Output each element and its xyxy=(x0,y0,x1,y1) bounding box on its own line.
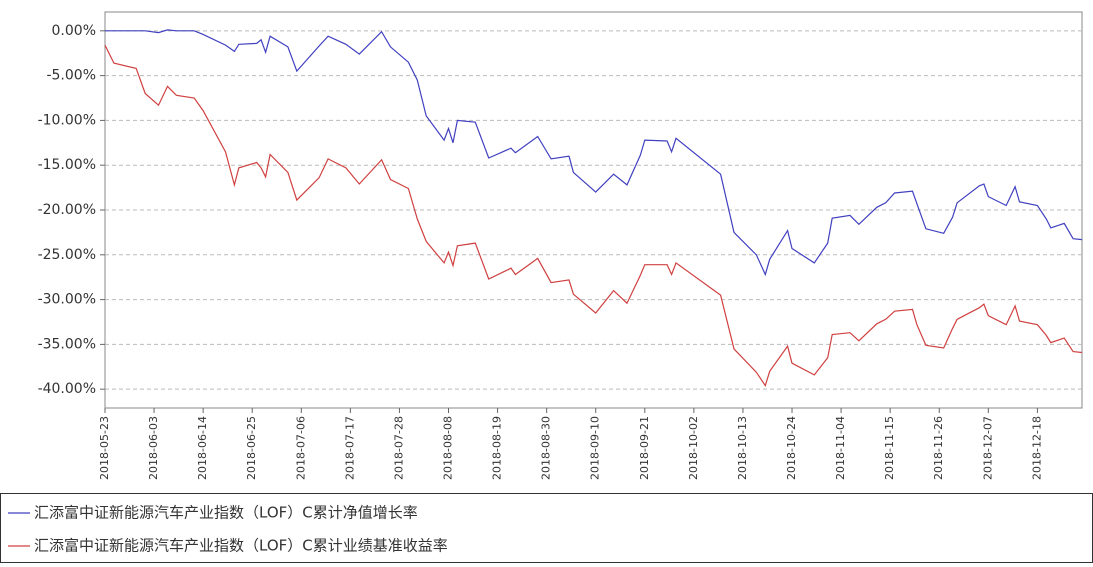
x-tick-label: 2018-09-21 xyxy=(638,416,651,480)
legend-label: 汇添富中证新能源汽车产业指数（LOF）C累计净值增长率 xyxy=(34,504,418,522)
y-tick-label: -5.00% xyxy=(46,68,96,84)
x-tick-label: 2018-05-23 xyxy=(98,416,111,480)
y-tick-label: 0.00% xyxy=(52,23,96,39)
x-tick-label: 2018-07-28 xyxy=(392,416,405,480)
y-tick-label: -40.00% xyxy=(38,381,96,397)
x-tick-label: 2018-06-03 xyxy=(147,416,160,480)
x-tick-label: 2018-12-07 xyxy=(981,416,994,480)
x-tick-label: 2018-09-10 xyxy=(589,416,602,480)
y-tick-label: -20.00% xyxy=(38,202,96,218)
y-tick-label: -25.00% xyxy=(38,247,96,263)
y-tick-label: -15.00% xyxy=(38,157,96,173)
legend-label: 汇添富中证新能源汽车产业指数（LOF）C累计业绩基准收益率 xyxy=(34,537,448,555)
x-tick-label: 2018-06-14 xyxy=(196,416,209,480)
y-tick-label: -35.00% xyxy=(38,336,96,352)
x-tick-label: 2018-10-02 xyxy=(687,416,700,480)
x-tick-label: 2018-10-13 xyxy=(736,416,749,480)
y-tick-label: -30.00% xyxy=(38,292,96,308)
x-tick-label: 2018-11-26 xyxy=(932,416,945,480)
x-tick-label: 2018-07-06 xyxy=(294,416,307,480)
x-tick-label: 2018-08-08 xyxy=(442,416,455,480)
series-line xyxy=(105,29,1083,277)
series-line xyxy=(104,44,1083,387)
x-tick-label: 2018-10-24 xyxy=(785,416,798,480)
x-tick-label: 2018-06-25 xyxy=(245,416,258,480)
x-tick-label: 2018-08-19 xyxy=(491,416,504,480)
plot-frame xyxy=(104,11,1083,409)
x-tick-label: 2018-12-18 xyxy=(1030,416,1043,480)
x-tick-label: 2018-11-04 xyxy=(834,416,847,480)
y-tick-label: -10.00% xyxy=(38,112,96,128)
x-tick-label: 2018-11-15 xyxy=(883,416,896,480)
x-tick-label: 2018-07-17 xyxy=(343,416,356,480)
x-tick-label: 2018-08-30 xyxy=(540,416,553,480)
